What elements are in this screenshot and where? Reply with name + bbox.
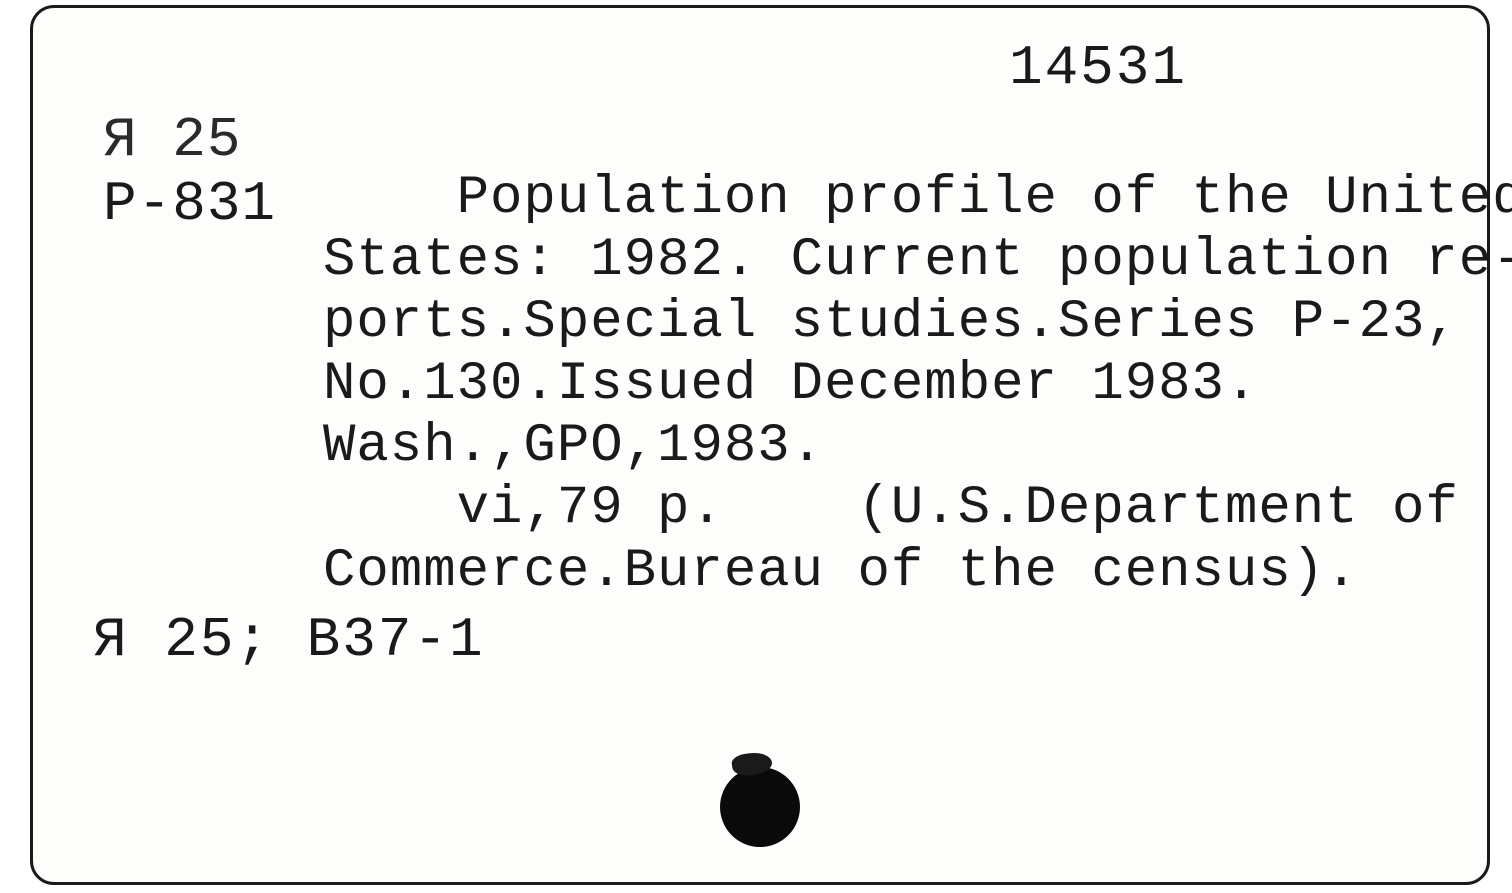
punch-hole-icon	[720, 767, 800, 847]
description-line-3: ports.Special studies.Series P-23,	[323, 292, 1473, 354]
classification-block: Я 25 P-831	[103, 108, 276, 236]
classification-line1: Я 25	[103, 108, 276, 172]
description-line-7: Commerce.Bureau of the census).	[323, 541, 1473, 603]
description-line-5: Wash.,GPO,1983.	[323, 416, 1473, 478]
description-line-1: Population profile of the United	[323, 168, 1473, 230]
record-number: 14531	[1009, 36, 1187, 100]
description-line-4: No.130.Issued December 1983.	[323, 354, 1473, 416]
classification-line2: P-831	[103, 172, 276, 236]
description-line-6: vi,79 p. (U.S.Department of	[323, 478, 1473, 540]
description-block: Population profile of the United States:…	[323, 168, 1473, 603]
shelf-code: Я 25; B37-1	[93, 608, 485, 672]
description-line-2: States: 1982. Current population re-	[323, 230, 1473, 292]
catalog-card: 14531 Я 25 P-831 Population profile of t…	[30, 5, 1490, 885]
